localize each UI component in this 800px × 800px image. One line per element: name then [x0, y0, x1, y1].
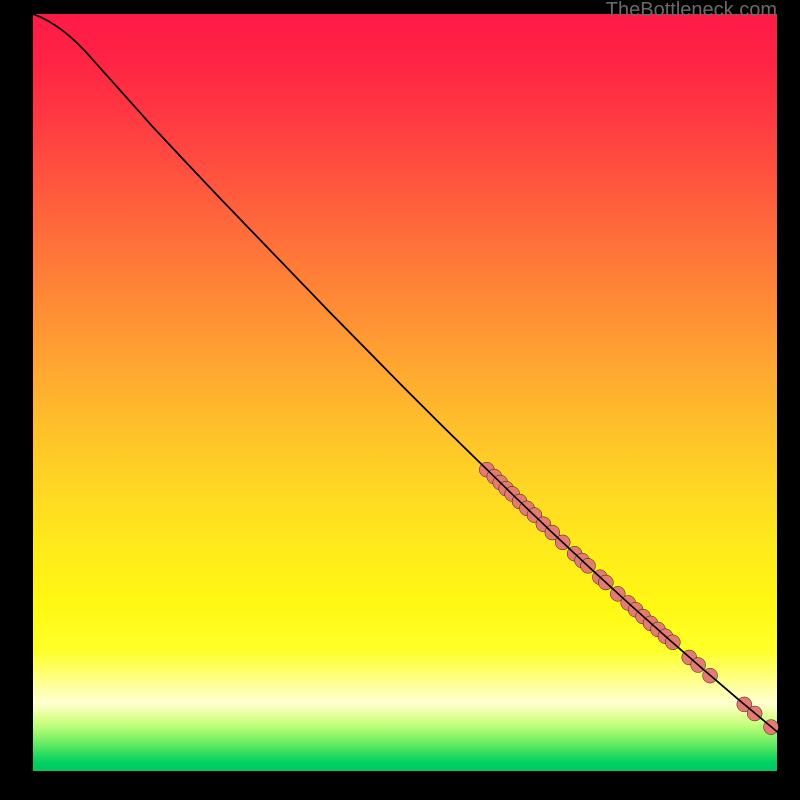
chart-frame: TheBottleneck.com — [0, 0, 800, 800]
plot-gradient — [33, 14, 777, 771]
chart-svg — [0, 0, 800, 800]
watermark-text: TheBottleneck.com — [606, 0, 777, 20]
